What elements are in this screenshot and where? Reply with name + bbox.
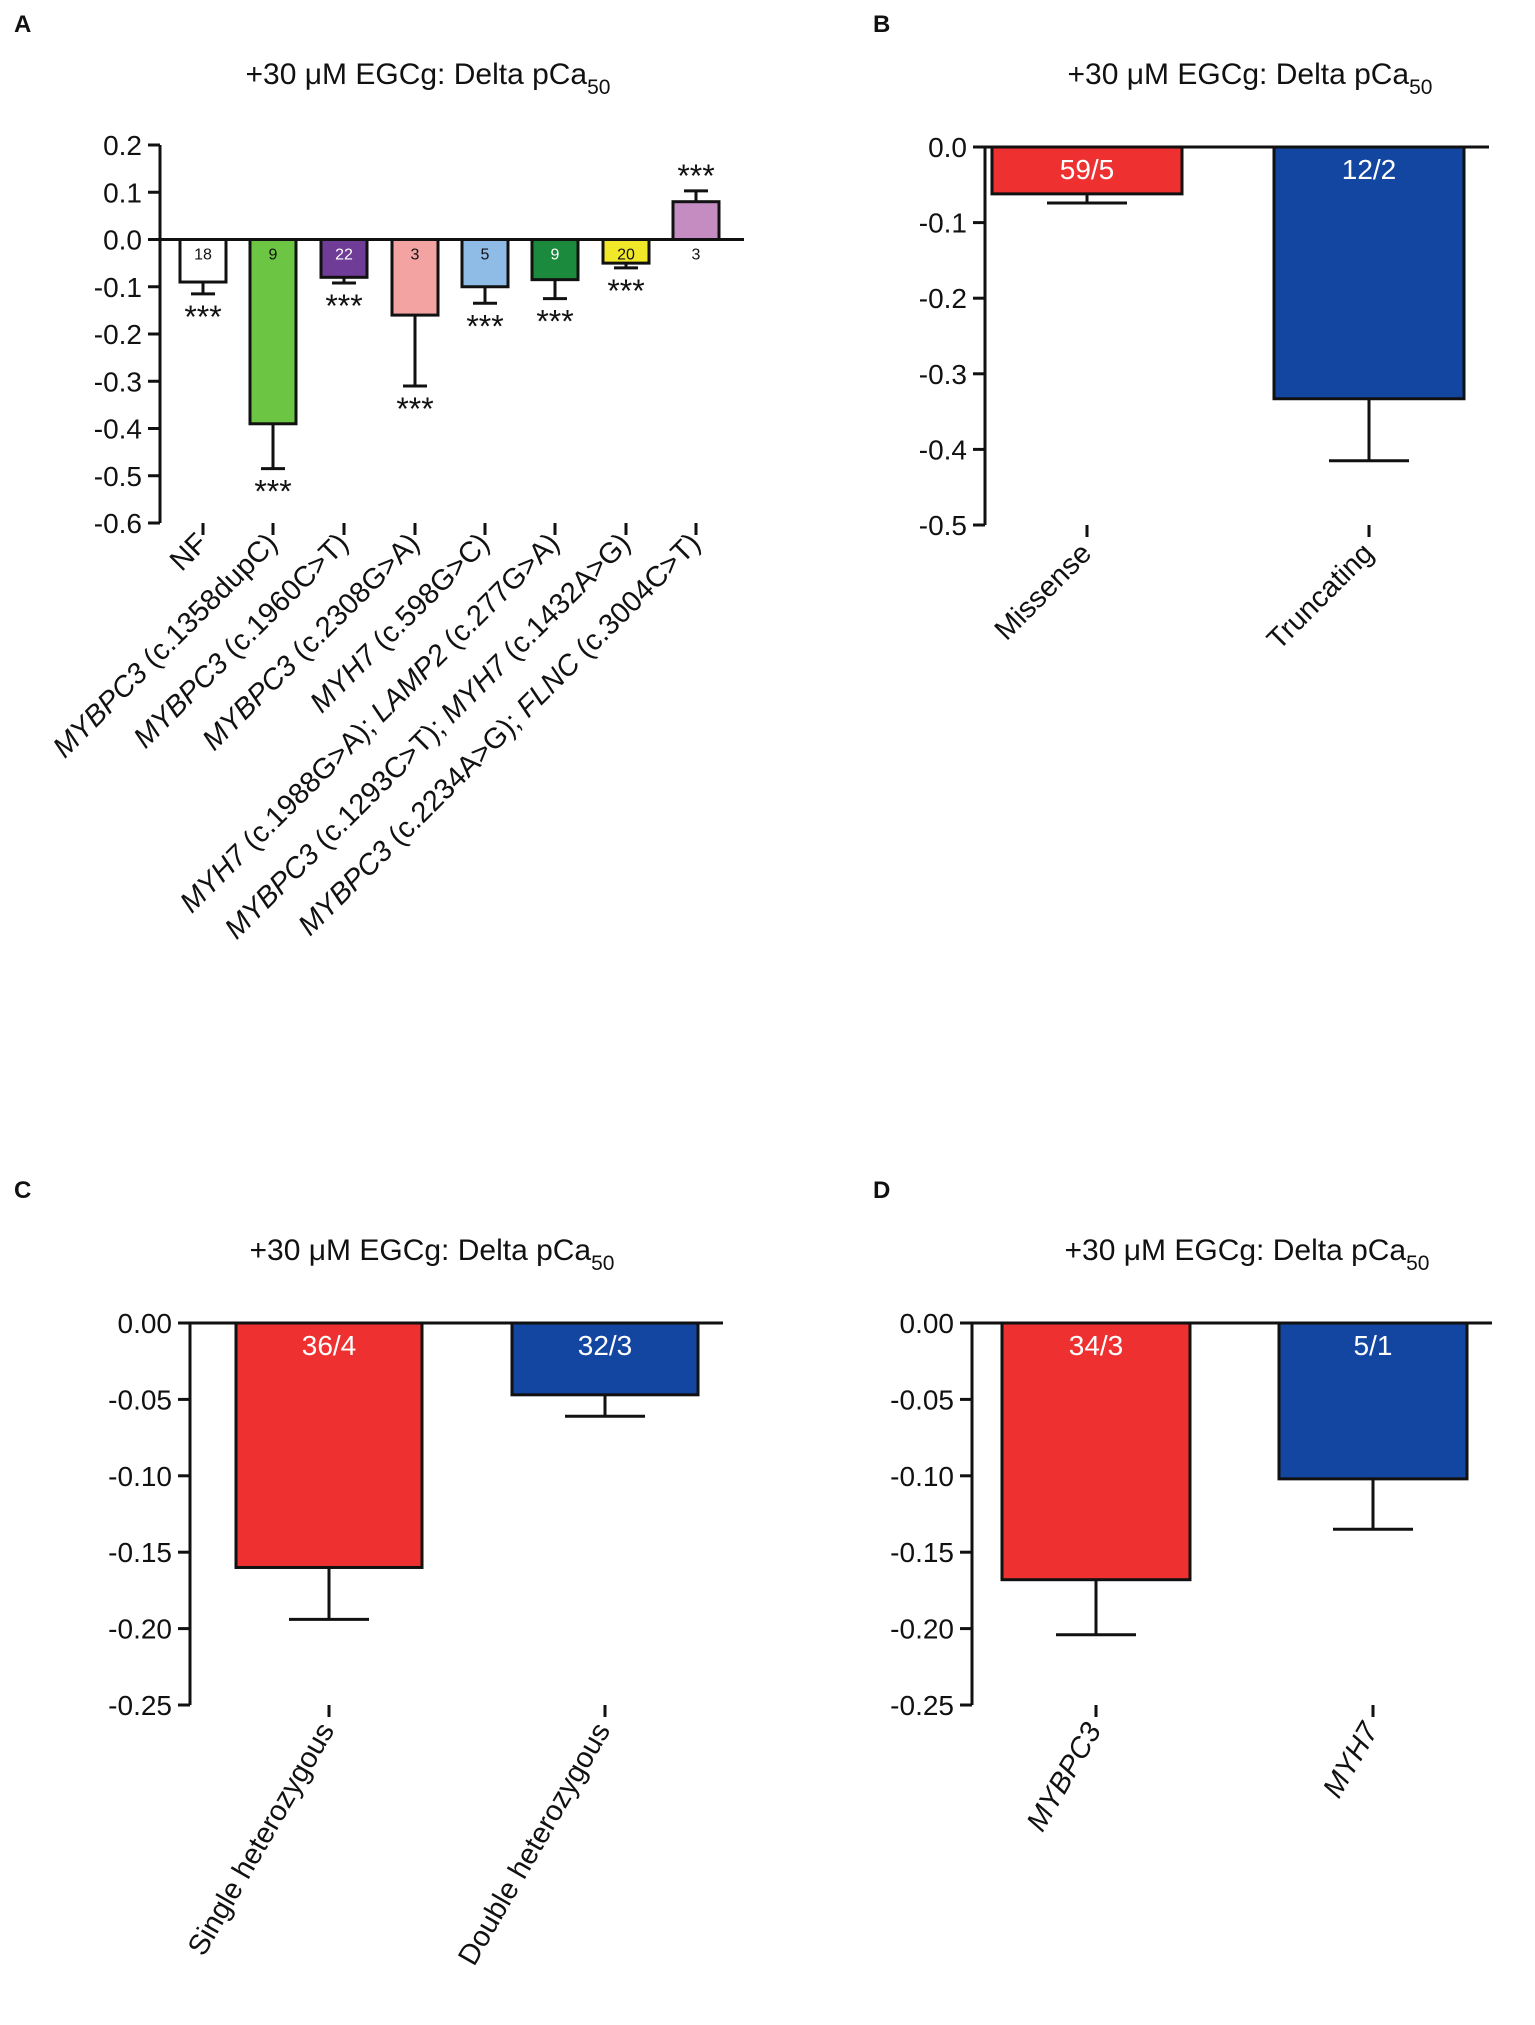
panel-d-y-tick-label: -0.15 (890, 1537, 954, 1568)
panel-d-y-tick-label: -0.05 (890, 1384, 954, 1415)
panel-a-y-tick-label: -0.6 (94, 508, 142, 539)
panel-c-n-label: 32/3 (578, 1330, 633, 1361)
panel-b-title-subscript: 50 (1409, 76, 1432, 99)
panel-b-y-tick-label: -0.1 (919, 208, 967, 239)
category-gene: MYBPC3 (1021, 1718, 1108, 1837)
panel-a-n-label: 22 (335, 247, 353, 264)
panel-letter-b: B (873, 11, 890, 38)
panel-a-n-label: 3 (692, 247, 701, 264)
panel-b-category-label: Truncating (1261, 537, 1380, 656)
panel-a-significance: *** (677, 158, 714, 194)
panel-d-title-subscript: 50 (1406, 1252, 1429, 1275)
panel-c-bar (234, 1321, 424, 1569)
panel-d-y-tick-label: -0.20 (890, 1614, 954, 1645)
panel-a-y-tick-label: -0.1 (94, 272, 142, 303)
panel-b-y-tick-label: -0.2 (919, 283, 967, 314)
panel-a-y-tick-label: -0.2 (94, 319, 142, 350)
panel-c-plot: 0.00 -0.05 -0.10 -0.15 -0.20 -0.25 36/4 Single … (108, 1308, 723, 1971)
panel-d-title-main: +30 μM EGCg: Delta pCa (1065, 1234, 1407, 1267)
panel-a-n-label: 3 (411, 247, 420, 264)
panel-a-title-subscript: 50 (587, 76, 610, 99)
panel-d-y-tick-label: -0.10 (890, 1461, 954, 1492)
category-gene: Double heterozygous (452, 1718, 617, 1971)
panel-d-n-label: 5/1 (1354, 1330, 1393, 1361)
panel-c-y-tick-label: 0.00 (118, 1308, 173, 1339)
panel-d-n-label: 34/3 (1069, 1330, 1124, 1361)
panel-a-significance: *** (466, 308, 503, 344)
category-gene: NF (164, 527, 214, 577)
panel-a-title: +30 μM EGCg: Delta pCa50 (246, 58, 611, 99)
panel-c-title-main: +30 μM EGCg: Delta pCa (250, 1234, 592, 1267)
panel-c-bar (510, 1321, 700, 1397)
panel-a: A +30 μM EGCg: Delta pCa50 0.2 0.1 0.0 -0.1… (14, 11, 744, 945)
panel-c-y-tick-label: -0.15 (108, 1537, 172, 1568)
panel-a-y-tick-label: 0.1 (103, 177, 142, 208)
panel-b-title-main: +30 μM EGCg: Delta pCa (1068, 58, 1410, 91)
category-gene: Missense (989, 537, 1098, 646)
panel-d-bar (1000, 1321, 1192, 1582)
panel-letter-d: D (873, 1177, 890, 1204)
panel-c-category-label: Double heterozygous (452, 1718, 617, 1971)
panel-a-plot: 0.2 0.1 0.0 -0.1 -0.2 -0.3 -0.4 -0.5 -0.6 18 *** NF… (47, 130, 744, 945)
panel-b-n-label: 59/5 (1060, 154, 1115, 185)
panel-c-title-subscript: 50 (591, 1252, 614, 1275)
panel-a-significance: *** (325, 288, 362, 324)
panel-a-n-label: 9 (269, 247, 278, 264)
panel-b-y-tick-label: -0.5 (919, 510, 967, 541)
panel-d: D +30 μM EGCg: Delta pCa50 0.00 -0.05 -0.1… (873, 1177, 1492, 1837)
panel-a-y-tick-label: -0.3 (94, 366, 142, 397)
panel-b-y-tick-label: 0.0 (928, 132, 967, 163)
panel-a-significance: *** (396, 391, 433, 427)
panel-a-n-label: 20 (617, 247, 635, 264)
panel-a-category-label: NF (164, 527, 214, 577)
panel-a-n-label: 18 (194, 247, 212, 264)
panel-c-n-label: 36/4 (302, 1330, 357, 1361)
category-gene: Truncating (1261, 537, 1380, 656)
category-gene: Single heterozygous (182, 1718, 341, 1962)
panel-b-y-tick-label: -0.4 (919, 434, 967, 465)
panel-letter-c: C (14, 1177, 31, 1204)
panel-a-n-label: 9 (551, 247, 560, 264)
panel-a-y-tick-label: 0.2 (103, 130, 142, 161)
panel-d-category-label: MYH7 (1317, 1716, 1386, 1803)
panel-b: B +30 μM EGCg: Delta pCa50 0.0 -0.1 -0.2 -0… (873, 11, 1489, 656)
panel-a-significance: *** (607, 273, 644, 309)
panel-c-y-tick-label: -0.10 (108, 1461, 172, 1492)
panel-d-category-label: MYBPC3 (1021, 1718, 1108, 1837)
panel-a-significance: *** (254, 474, 291, 510)
panel-a-bar (178, 238, 228, 284)
panel-d-title: +30 μM EGCg: Delta pCa50 (1065, 1234, 1430, 1275)
panel-b-category-label: Missense (989, 537, 1098, 646)
panel-b-bar (990, 145, 1184, 196)
panel-a-n-label: 5 (481, 247, 490, 264)
panel-d-y-tick-label: -0.25 (890, 1690, 954, 1721)
panel-d-y-tick-label: 0.00 (900, 1308, 955, 1339)
panel-a-title-main: +30 μM EGCg: Delta pCa (246, 58, 588, 91)
panel-c: C +30 μM EGCg: Delta pCa50 0.00 -0.05 -0.1… (14, 1177, 723, 1971)
panel-a-y-tick-label: -0.4 (94, 414, 142, 445)
panel-a-y-tick-label: -0.5 (94, 461, 142, 492)
panel-a-bar (319, 238, 369, 279)
category-gene: MYBPC3 (47, 657, 154, 764)
panel-b-plot: 0.0 -0.1 -0.2 -0.3 -0.4 -0.5 59/5 Missense 12/2 T… (919, 132, 1489, 656)
category-gene: MYH7 (1317, 1716, 1386, 1803)
panel-a-significance: *** (536, 304, 573, 340)
panel-a-y-tick-label: 0.0 (103, 225, 142, 256)
panel-a-bar (248, 238, 298, 426)
panel-c-title: +30 μM EGCg: Delta pCa50 (250, 1234, 615, 1275)
panel-b-y-tick-label: -0.3 (919, 359, 967, 390)
panel-a-bar (671, 200, 721, 241)
panel-c-y-tick-label: -0.05 (108, 1384, 172, 1415)
panel-c-y-tick-label: -0.25 (108, 1690, 172, 1721)
panel-d-plot: 0.00 -0.05 -0.10 -0.15 -0.20 -0.25 34/3 MYBPC3 5… (890, 1308, 1492, 1837)
panel-b-title: +30 μM EGCg: Delta pCa50 (1068, 58, 1433, 99)
panel-b-bar (1272, 145, 1466, 401)
panel-c-category-label: Single heterozygous (182, 1718, 341, 1962)
panel-c-y-tick-label: -0.20 (108, 1614, 172, 1645)
panel-b-n-label: 12/2 (1342, 154, 1397, 185)
panel-letter-a: A (14, 11, 31, 38)
panel-a-significance: *** (184, 299, 221, 335)
